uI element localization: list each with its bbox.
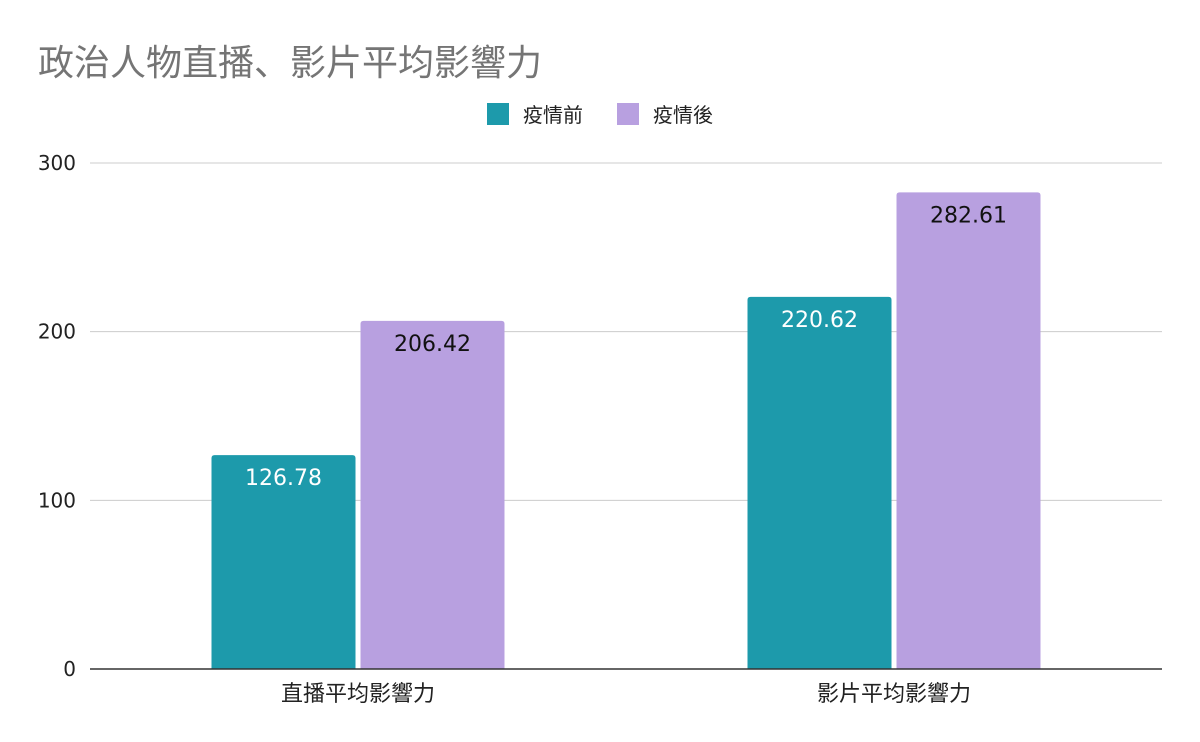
legend-label-after: 疫情後	[653, 103, 713, 127]
bar	[211, 455, 356, 669]
legend: 疫情前 疫情後	[0, 99, 1200, 128]
y-tick-label: 300	[38, 151, 76, 175]
y-tick-label: 100	[38, 488, 76, 512]
data-label: 220.62	[781, 308, 858, 333]
legend-item-before[interactable]: 疫情前	[487, 99, 583, 128]
bar	[896, 192, 1041, 670]
data-label: 282.61	[930, 203, 1007, 228]
y-tick-label: 0	[63, 657, 76, 681]
data-label: 126.78	[245, 466, 322, 491]
x-category-label: 直播平均影響力	[281, 682, 435, 707]
legend-label-before: 疫情前	[523, 103, 583, 127]
y-tick-label: 200	[38, 320, 76, 344]
bar	[360, 320, 505, 669]
legend-swatch-after	[617, 102, 639, 125]
bar	[747, 296, 892, 669]
legend-item-after[interactable]: 疫情後	[617, 99, 713, 128]
data-label: 206.42	[394, 332, 471, 357]
x-category-label: 影片平均影響力	[817, 682, 971, 707]
legend-swatch-before	[487, 102, 509, 125]
chart-title: 政治人物直播、影片平均影響力	[38, 43, 543, 84]
